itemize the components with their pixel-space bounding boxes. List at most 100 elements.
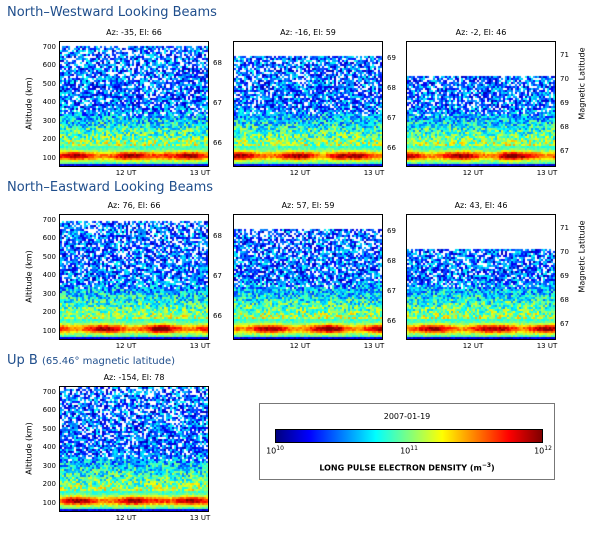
colorbar-tick-1: 1010	[255, 445, 295, 456]
ylabel-1: Altitude (km)	[24, 77, 34, 130]
rtick-5-66: 66	[387, 317, 396, 325]
panel-title-3: Az: -2, El: 46	[455, 28, 507, 37]
xtick-2-1: 12 UT	[289, 169, 311, 177]
heatmap-panel-2	[233, 41, 383, 167]
colorbar-gradient	[275, 429, 543, 443]
rtick-6-69: 69	[560, 272, 569, 280]
ytick-7-400: 400	[42, 443, 56, 452]
rtick-3-68: 68	[560, 123, 569, 131]
colorbar-label-close: )	[491, 463, 495, 473]
rtick-2-68: 68	[387, 84, 396, 92]
panel-title-6: Az: 43, El: 46	[454, 201, 508, 210]
rtick-1-66: 66	[213, 139, 222, 147]
heatmap-panel-1	[59, 41, 209, 167]
panel-title-1: Az: -35, El: 66	[106, 28, 162, 37]
rtick-4-67: 67	[213, 272, 222, 280]
rtick-4-66: 66	[213, 312, 222, 320]
heatmap-canvas-1	[60, 42, 208, 166]
heatmap-panel-6	[406, 214, 556, 340]
xtick-4-2: 13 UT	[189, 342, 211, 350]
ytick-7-200: 200	[42, 480, 56, 489]
ylabel-7: Altitude (km)	[24, 422, 34, 475]
ytick-4-500: 500	[42, 252, 56, 261]
rtick-3-70: 70	[560, 75, 569, 83]
xtick-3-2: 13 UT	[536, 169, 558, 177]
ytick-4-700: 700	[42, 215, 56, 224]
heatmap-canvas-6	[407, 215, 555, 339]
panel-title-2: Az: -16, El: 59	[280, 28, 336, 37]
ytick-1-100: 100	[42, 153, 56, 162]
colorbar-tick-3-exp: 12	[544, 445, 552, 452]
rtick-5-67: 67	[387, 287, 396, 295]
ytick-7-100: 100	[42, 498, 56, 507]
xtick-6-2: 13 UT	[536, 342, 558, 350]
ytick-7-500: 500	[42, 424, 56, 433]
xtick-1-2: 13 UT	[189, 169, 211, 177]
section-title-up-main: Up B	[7, 353, 38, 368]
ylabel-4: Altitude (km)	[24, 250, 34, 303]
section-title-nw: North–Westward Looking Beams	[7, 5, 217, 20]
heatmap-canvas-7	[60, 387, 208, 511]
ytick-7-700: 700	[42, 387, 56, 396]
rtick-2-69: 69	[387, 54, 396, 62]
section-title-ne: North–Eastward Looking Beams	[7, 180, 214, 195]
rtick-6-71: 71	[560, 224, 569, 232]
heatmap-panel-4	[59, 214, 209, 340]
ytick-4-600: 600	[42, 234, 56, 243]
xtick-7-2: 13 UT	[189, 514, 211, 522]
ytick-4-200: 200	[42, 308, 56, 317]
colorbar-label: LONG PULSE ELECTRON DENSITY (m−3)	[260, 462, 554, 473]
ytick-1-500: 500	[42, 79, 56, 88]
heatmap-panel-3	[406, 41, 556, 167]
colorbar-tick-2-exp: 11	[410, 445, 418, 452]
xtick-5-2: 13 UT	[363, 342, 385, 350]
ytick-1-600: 600	[42, 61, 56, 70]
ytick-4-300: 300	[42, 289, 56, 298]
colorbar-tick-2-base: 10	[400, 446, 411, 456]
colorbar-tick-3: 1012	[523, 445, 563, 456]
ytick-7-300: 300	[42, 461, 56, 470]
colorbar-tick-1-exp: 10	[276, 445, 284, 452]
ytick-1-700: 700	[42, 42, 56, 51]
rlabel-3: Magnetic Latitude	[577, 47, 587, 120]
xtick-1-1: 12 UT	[115, 169, 137, 177]
xtick-3-1: 12 UT	[462, 169, 484, 177]
rtick-2-67: 67	[387, 114, 396, 122]
colorbar-tick-2: 1011	[389, 445, 429, 456]
section-title-up: Up B (65.46° magnetic latitude)	[7, 353, 175, 368]
heatmap-panel-5	[233, 214, 383, 340]
rtick-3-67: 67	[560, 147, 569, 155]
xtick-2-2: 13 UT	[363, 169, 385, 177]
xtick-6-1: 12 UT	[462, 342, 484, 350]
rtick-2-66: 66	[387, 144, 396, 152]
ytick-1-300: 300	[42, 116, 56, 125]
colorbar-legend: 2007-01-19 1010 1011 1012 LONG PULSE ELE…	[259, 403, 555, 480]
section-title-up-sub: (65.46° magnetic latitude)	[41, 356, 176, 367]
colorbar-date: 2007-01-19	[383, 412, 431, 421]
rlabel-6: Magnetic Latitude	[577, 220, 587, 293]
rtick-1-67: 67	[213, 99, 222, 107]
rtick-6-68: 68	[560, 296, 569, 304]
rtick-1-68: 68	[213, 59, 222, 67]
rtick-4-68: 68	[213, 232, 222, 240]
rtick-6-70: 70	[560, 248, 569, 256]
heatmap-canvas-3	[407, 42, 555, 166]
ytick-4-400: 400	[42, 271, 56, 280]
colorbar-label-text: LONG PULSE ELECTRON DENSITY (m	[319, 463, 482, 473]
ytick-4-100: 100	[42, 326, 56, 335]
ytick-7-600: 600	[42, 406, 56, 415]
heatmap-panel-7	[59, 386, 209, 512]
panel-title-7: Az: -154, El: 78	[103, 373, 165, 382]
panel-title-5: Az: 57, El: 59	[281, 201, 335, 210]
rtick-5-69: 69	[387, 227, 396, 235]
colorbar-tick-3-base: 10	[534, 446, 545, 456]
xtick-5-1: 12 UT	[289, 342, 311, 350]
rtick-3-71: 71	[560, 51, 569, 59]
rtick-6-67: 67	[560, 320, 569, 328]
ytick-1-200: 200	[42, 135, 56, 144]
heatmap-canvas-5	[234, 215, 382, 339]
heatmap-canvas-2	[234, 42, 382, 166]
colorbar-label-exp: −3	[481, 462, 492, 469]
rtick-5-68: 68	[387, 257, 396, 265]
panel-title-4: Az: 76, El: 66	[107, 201, 161, 210]
